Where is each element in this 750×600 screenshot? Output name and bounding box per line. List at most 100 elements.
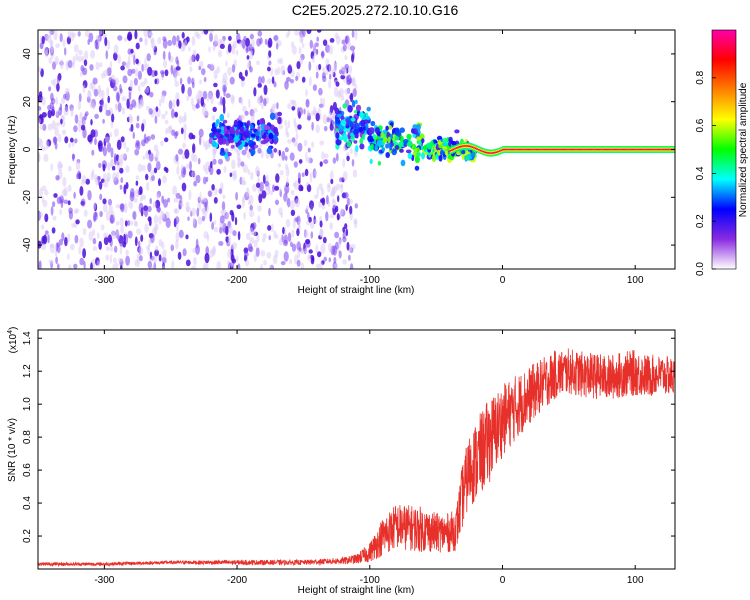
spectrogram-track-core	[608, 148, 611, 151]
spectrogram-noise-mark	[68, 264, 72, 269]
spectrogram-noise-mark	[119, 237, 123, 247]
spectrogram-noise-mark	[59, 59, 64, 70]
spectrogram-noise-mark	[192, 247, 196, 254]
spectrogram-track-core	[495, 151, 498, 153]
spectrogram-cluster-mark	[215, 128, 222, 133]
spectrogram-noise-mark	[197, 158, 201, 165]
spectrogram-noise-mark	[94, 39, 98, 50]
spectrogram-noise-mark	[117, 164, 120, 170]
spectrogram-noise-mark	[272, 254, 278, 265]
spectrogram-noise-mark	[301, 76, 306, 83]
spectrogram-noise-mark	[252, 183, 257, 192]
spectrogram-cluster-mark	[391, 148, 398, 156]
spectrogram-noise-mark	[99, 210, 103, 218]
spectrogram-noise-mark	[202, 164, 207, 172]
snr-x-label: Height of straight line (km)	[298, 585, 415, 596]
spectrogram-noise-mark	[241, 115, 245, 120]
spectrogram-noise-mark	[305, 205, 309, 211]
spectrogram-noise-mark	[272, 184, 275, 193]
spectrogram-noise-mark	[87, 90, 92, 99]
spectrogram-noise-mark	[201, 197, 207, 203]
spectrogram-noise-mark	[47, 123, 53, 131]
spectrogram-noise-mark	[141, 63, 144, 72]
spectrogram-noise-mark	[177, 251, 182, 260]
spectrogram-noise-mark	[90, 119, 93, 126]
spectrogram-track-core	[544, 148, 548, 151]
spectrogram-track-core	[490, 152, 493, 154]
spectrogram-noise-mark	[62, 176, 67, 187]
spectrogram-noise-mark	[319, 261, 323, 269]
spectrogram-noise-mark	[138, 246, 144, 255]
spectrogram-noise-mark	[287, 103, 291, 109]
spectrogram-cluster-mark	[351, 100, 356, 108]
spectrogram-noise-mark	[206, 93, 210, 103]
spectrogram-noise-mark	[206, 233, 210, 242]
spectrogram-noise-mark	[55, 122, 61, 127]
spectrogram-noise-mark	[55, 175, 60, 181]
spectrogram-noise-mark	[178, 148, 183, 155]
spectrogram-noise-mark	[319, 220, 323, 228]
spectrogram-track-core	[460, 145, 463, 148]
spectrogram-noise-mark	[352, 169, 358, 178]
spectrogram-y-tick-label: 40	[22, 48, 33, 60]
spectrogram-noise-mark	[311, 121, 314, 131]
spectrogram-noise-mark	[54, 126, 59, 137]
colorbar: 0.0 0.2 0.4 0.6 0.8 Normalized spectral ampl…	[695, 29, 749, 276]
spectrogram-cluster-mark	[431, 154, 437, 162]
spectrogram-track-core	[642, 148, 645, 151]
spectrogram-noise-mark	[285, 163, 288, 170]
spectrogram-track-core	[516, 148, 519, 151]
spectrogram-noise-mark	[164, 110, 168, 116]
spectrogram-noise-mark	[328, 242, 332, 253]
spectrogram-noise-mark	[151, 38, 154, 49]
spectrogram-track-core	[540, 148, 543, 151]
spectrogram-noise-mark	[222, 96, 226, 108]
spectrogram-noise-mark	[107, 40, 111, 51]
spectrogram-noise-mark	[150, 170, 155, 177]
spectrogram-noise-mark	[67, 200, 71, 206]
spectrogram-noise-mark	[345, 228, 349, 237]
spectrogram-noise-mark	[161, 241, 165, 250]
spectrogram-noise-mark	[277, 111, 282, 117]
spectrogram-noise-mark	[67, 165, 72, 172]
spectrogram-noise-mark	[191, 36, 196, 46]
spectrogram-noise-mark	[55, 96, 58, 106]
spectrogram-noise-mark	[185, 163, 190, 169]
spectrogram-cluster-mark	[413, 128, 418, 135]
spectrogram-noise-mark	[335, 183, 341, 191]
spectrogram-noise-mark	[208, 30, 214, 33]
spectrogram-noise-mark	[128, 201, 134, 209]
spectrogram-track-core	[527, 148, 530, 151]
spectrogram-track-core	[599, 148, 602, 151]
spectrogram-noise-mark	[351, 53, 355, 63]
spectrogram-noise-mark	[187, 216, 190, 221]
spectrogram-track-core	[466, 145, 470, 147]
spectrogram-noise-mark	[185, 234, 189, 240]
snr-y-tick-label: 1.2	[22, 364, 33, 378]
spectrogram-noise-mark	[201, 68, 206, 76]
spectrogram-noise-mark	[153, 144, 159, 152]
spectrogram-noise-mark	[240, 96, 244, 106]
spectrogram-noise-mark	[40, 211, 43, 218]
spectrogram-noise-mark	[277, 40, 282, 47]
spectrogram-noise-mark	[222, 104, 226, 115]
spectrogram-noise-mark	[227, 248, 232, 259]
spectrogram-noise-mark	[105, 254, 109, 261]
spectrogram-track-core	[549, 148, 552, 151]
spectrogram-noise-mark	[311, 141, 315, 148]
spectrogram-noise-mark	[336, 35, 341, 45]
spectrogram-noise-mark	[308, 61, 312, 71]
spectrogram-noise-mark	[273, 81, 277, 88]
spectrogram-noise-mark	[55, 242, 59, 252]
spectrogram-y-tick-label: 0	[22, 146, 33, 152]
spectrogram-noise-mark	[282, 239, 289, 247]
snr-series-line	[38, 348, 675, 568]
spectrogram-noise-mark	[297, 249, 301, 259]
spectrogram-cluster-mark	[354, 122, 360, 130]
spectrogram-noise-mark	[333, 63, 338, 73]
spectrogram-noise-mark	[241, 38, 246, 49]
spectrogram-noise-mark	[168, 51, 171, 61]
spectrogram-noise-mark	[50, 163, 53, 172]
spectrogram-noise-mark	[315, 244, 319, 254]
spectrogram-noise-mark	[82, 67, 88, 76]
